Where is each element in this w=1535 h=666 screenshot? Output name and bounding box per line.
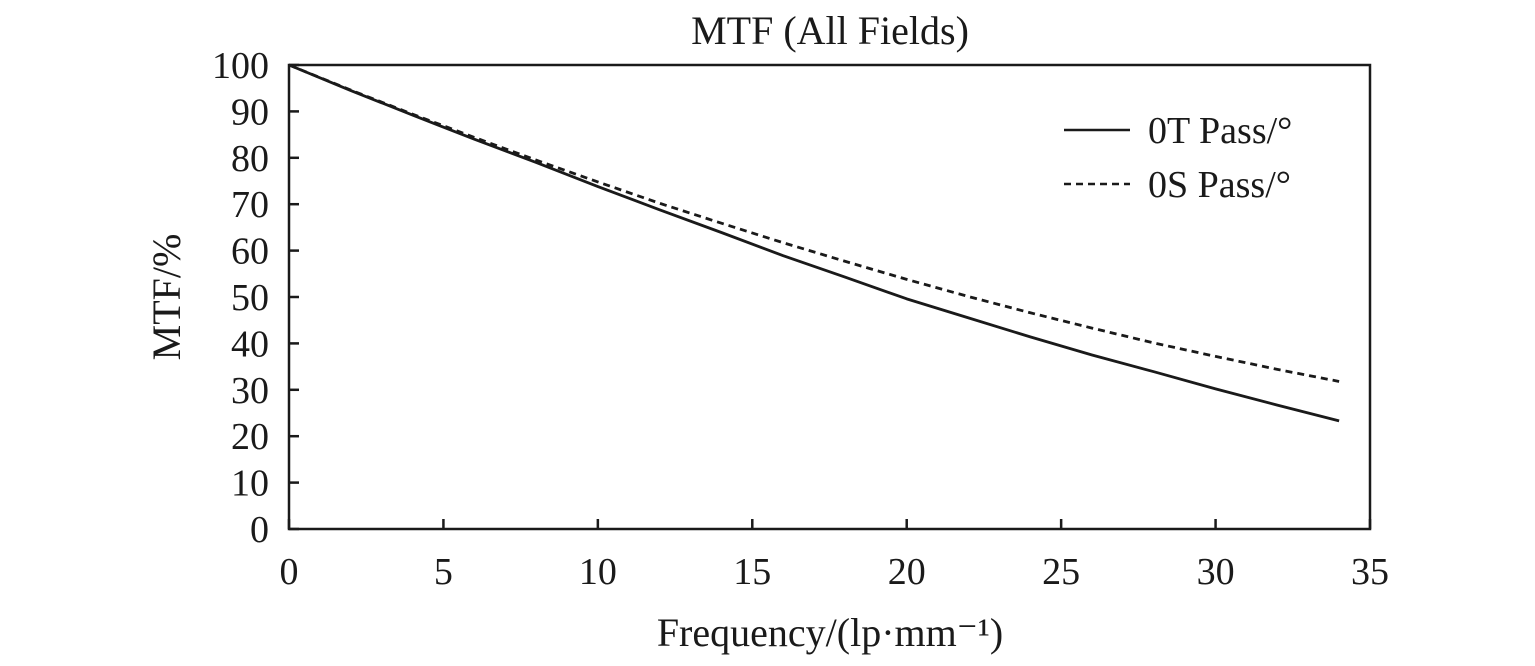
y-tick-label-100: 100 [212, 45, 269, 87]
x-axis-label: Frequency/(lp·mm⁻¹) [657, 610, 1003, 655]
x-tick-label-25: 25 [1042, 551, 1080, 593]
chart-title: MTF (All Fields) [691, 8, 969, 53]
y-tick-label-60: 60 [231, 231, 269, 273]
series-line-0s-pass [288, 63, 1340, 383]
x-tick-label-5: 5 [434, 551, 453, 593]
legend-label-0s-pass: 0S Pass/° [1148, 164, 1291, 206]
y-tick-label-30: 30 [231, 370, 269, 412]
x-tick-label-10: 10 [579, 551, 617, 593]
y-tick-label-40: 40 [231, 323, 269, 365]
y-tick-label-0: 0 [250, 509, 269, 551]
y-tick-label-80: 80 [231, 138, 269, 180]
series-line-0t-pass [288, 63, 1340, 423]
series-layer [288, 63, 1340, 423]
y-tick-label-70: 70 [231, 184, 269, 226]
y-tick-label-20: 20 [231, 416, 269, 458]
x-tick-label-35: 35 [1351, 551, 1389, 593]
y-tick-label-90: 90 [231, 91, 269, 133]
y-tick-label-10: 10 [231, 463, 269, 505]
legend: 0T Pass/° 0S Pass/° [1064, 110, 1292, 206]
legend-label-0t-pass: 0T Pass/° [1148, 110, 1292, 152]
x-tick-label-0: 0 [280, 551, 299, 593]
x-tick-label-15: 15 [733, 551, 771, 593]
y-tick-label-50: 50 [231, 277, 269, 319]
x-tick-label-20: 20 [888, 551, 926, 593]
x-axis-ticks: 0 5 10 15 20 25 30 35 [280, 519, 1389, 593]
y-axis-label: MTF/% [144, 234, 189, 361]
x-tick-label-30: 30 [1197, 551, 1235, 593]
